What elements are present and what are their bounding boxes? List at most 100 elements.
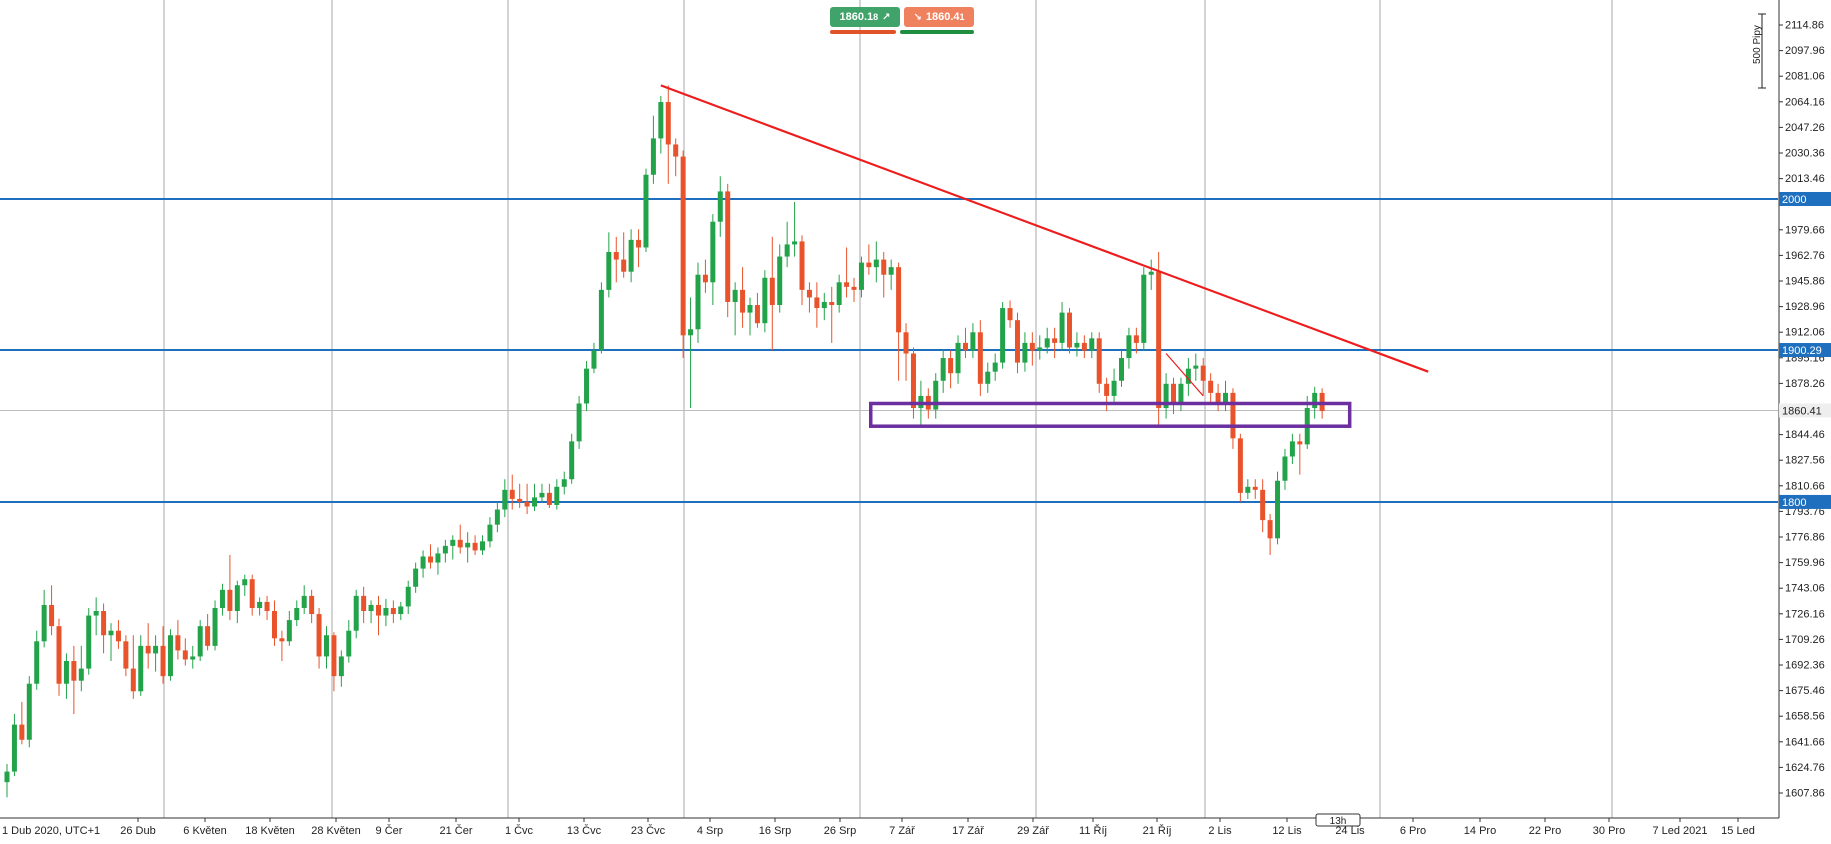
candle-body[interactable] xyxy=(442,545,448,554)
candle-body[interactable] xyxy=(338,656,344,677)
candle-body[interactable] xyxy=(873,259,879,268)
candle-body[interactable] xyxy=(821,301,827,309)
candle-body[interactable] xyxy=(1104,383,1110,396)
candle-body[interactable] xyxy=(420,556,426,569)
candle-body[interactable] xyxy=(903,332,909,354)
candle-body[interactable] xyxy=(405,586,411,607)
candle-body[interactable] xyxy=(249,579,255,608)
candle-body[interactable] xyxy=(1171,383,1177,404)
candle-body[interactable] xyxy=(1148,271,1154,275)
candle-body[interactable] xyxy=(346,630,352,657)
candle-body[interactable] xyxy=(561,479,567,487)
support-zone[interactable] xyxy=(868,401,1352,428)
candle-body[interactable] xyxy=(153,645,159,654)
candle-body[interactable] xyxy=(465,542,471,548)
candle-body[interactable] xyxy=(234,585,240,612)
candle-body[interactable] xyxy=(844,282,850,287)
candle-body[interactable] xyxy=(1178,383,1184,404)
candle-body[interactable] xyxy=(1267,520,1273,539)
candle-body[interactable] xyxy=(182,650,188,660)
candle-body[interactable] xyxy=(1230,392,1236,439)
candle-body[interactable] xyxy=(688,329,694,336)
candle-body[interactable] xyxy=(316,614,322,657)
candle-body[interactable] xyxy=(279,638,285,642)
candle-body[interactable] xyxy=(1282,456,1288,481)
candle-body[interactable] xyxy=(1052,338,1058,343)
candle-body[interactable] xyxy=(413,568,419,587)
candle-body[interactable] xyxy=(650,138,656,175)
candle-body[interactable] xyxy=(584,368,590,404)
candle-body[interactable] xyxy=(19,724,25,740)
candle-body[interactable] xyxy=(1022,342,1028,363)
candle-body[interactable] xyxy=(977,332,983,384)
candle-body[interactable] xyxy=(78,668,84,681)
candle-body[interactable] xyxy=(242,579,248,586)
candle-body[interactable] xyxy=(108,630,114,636)
candle-body[interactable] xyxy=(1081,342,1087,351)
buy-button[interactable]: ↘ 1860.41 xyxy=(904,7,974,27)
candle-body[interactable] xyxy=(546,492,552,505)
candle-body[interactable] xyxy=(1059,312,1065,343)
candle-body[interactable] xyxy=(71,661,77,681)
candle-body[interactable] xyxy=(353,595,359,631)
level-badge[interactable] xyxy=(1779,494,1831,509)
candle-body[interactable] xyxy=(1237,438,1243,493)
candle-body[interactable] xyxy=(86,615,92,669)
candle-body[interactable] xyxy=(569,441,575,480)
candle-body[interactable] xyxy=(1014,320,1020,363)
candle-body[interactable] xyxy=(576,403,582,442)
candle-body[interactable] xyxy=(851,286,857,290)
candle-body[interactable] xyxy=(428,556,434,563)
candle-body[interactable] xyxy=(167,635,173,677)
candle-body[interactable] xyxy=(628,239,634,272)
candle-body[interactable] xyxy=(368,604,374,612)
candle-body[interactable] xyxy=(197,626,203,657)
candle-body[interactable] xyxy=(896,267,902,333)
candle-body[interactable] xyxy=(1037,347,1043,351)
sell-button[interactable]: 1860.18 ↗ xyxy=(830,7,900,27)
candle-body[interactable] xyxy=(115,630,121,642)
candle-body[interactable] xyxy=(1245,486,1251,493)
candle-body[interactable] xyxy=(1000,308,1006,363)
candle-body[interactable] xyxy=(747,305,753,313)
candle-body[interactable] xyxy=(472,542,478,551)
candle-body[interactable] xyxy=(717,191,723,222)
candle-body[interactable] xyxy=(1289,441,1295,457)
candle-body[interactable] xyxy=(806,289,812,298)
candle-body[interactable] xyxy=(881,259,887,275)
candle-body[interactable] xyxy=(1297,441,1303,445)
candle-body[interactable] xyxy=(264,601,270,612)
candle-body[interactable] xyxy=(799,241,805,290)
candle-body[interactable] xyxy=(762,277,768,324)
candle-body[interactable] xyxy=(1066,312,1072,348)
candle-body[interactable] xyxy=(390,607,396,615)
candle-body[interactable] xyxy=(970,332,976,351)
candle-body[interactable] xyxy=(1111,380,1117,396)
candle-body[interactable] xyxy=(1126,335,1132,359)
candle-body[interactable] xyxy=(175,635,181,651)
candle-body[interactable] xyxy=(1312,392,1318,409)
candle-body[interactable] xyxy=(695,274,701,330)
trend-line-minor[interactable] xyxy=(1165,353,1204,397)
level-badge[interactable] xyxy=(1779,343,1831,358)
candle-body[interactable] xyxy=(123,641,129,669)
candle-body[interactable] xyxy=(494,509,500,525)
candle-body[interactable] xyxy=(532,497,538,507)
candle-body[interactable] xyxy=(383,607,389,616)
candle-body[interactable] xyxy=(435,553,441,563)
candle-body[interactable] xyxy=(606,252,612,290)
candle-body[interactable] xyxy=(376,604,381,616)
candle-body[interactable] xyxy=(524,501,530,507)
candle-body[interactable] xyxy=(56,626,62,684)
candle-body[interactable] xyxy=(294,607,300,621)
candle-body[interactable] xyxy=(955,342,961,374)
candle-body[interactable] xyxy=(480,541,486,551)
candle-body[interactable] xyxy=(502,489,508,510)
candle-body[interactable] xyxy=(1074,342,1080,348)
candle-body[interactable] xyxy=(665,102,671,145)
candle-body[interactable] xyxy=(777,256,783,306)
candle-body[interactable] xyxy=(361,595,367,612)
candle-body[interactable] xyxy=(702,274,708,283)
candle-body[interactable] xyxy=(41,604,47,642)
